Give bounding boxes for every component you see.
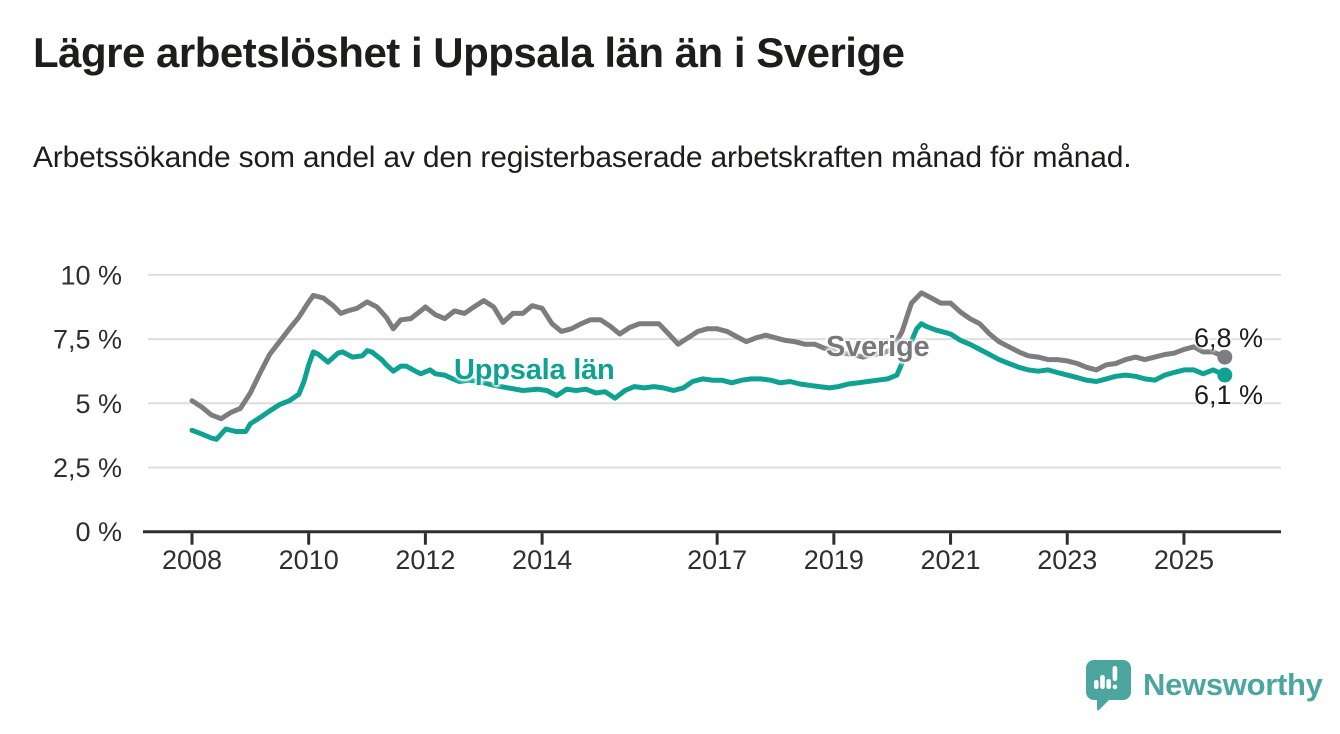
x-tick-label: 2023: [1037, 545, 1097, 575]
newsworthy-branding: Newsworthy: [1085, 659, 1323, 711]
x-tick-label: 2017: [687, 545, 747, 575]
x-tick-label: 2012: [395, 545, 455, 575]
end-value-label-sverige: 6,8 %: [1194, 323, 1264, 353]
axis-tick-labels: 0 % 2,5 % 5 % 7,5 % 10 % 2008 2010 2012 2014 2017…: [53, 260, 1214, 575]
x-tick-label: 2010: [279, 545, 339, 575]
series-label-uppsala: Uppsala län: [454, 354, 615, 386]
end-value-label-uppsala: 6,1 %: [1194, 380, 1264, 410]
end-dot-sverige: [1217, 349, 1233, 365]
exclamation-dot: [1112, 684, 1118, 690]
page-title: Lägre arbetslöshet i Uppsala län än i Sv…: [33, 29, 905, 76]
series-label-sverige: Sverige: [826, 331, 930, 363]
brand-name: Newsworthy: [1143, 667, 1323, 702]
series-end-dots: [1217, 349, 1233, 383]
speech-bubble-bar-chart-icon: [1086, 660, 1131, 711]
x-tick-label: 2025: [1154, 545, 1214, 575]
end-dot-uppsala-l-n: [1217, 367, 1233, 383]
x-tick-label: 2019: [804, 545, 864, 575]
series-lines: [189, 290, 1228, 442]
page-subtitle: Arbetssökande som andel av den registerb…: [33, 141, 1132, 174]
x-axis: [143, 530, 1281, 545]
y-tick-label: 10 %: [60, 260, 122, 290]
bar-chart-glyph: [1094, 666, 1118, 690]
y-tick-label: 0 %: [75, 517, 122, 547]
x-tick-label: 2008: [162, 545, 222, 575]
exclamation-bar: [1112, 666, 1118, 681]
series-line-uppsala-l-n: [189, 321, 1228, 442]
y-tick-label: 2,5 %: [53, 453, 122, 483]
x-tick-label: 2014: [512, 545, 572, 575]
series-line-sverige: [189, 290, 1228, 422]
y-tick-label: 7,5 %: [53, 325, 122, 355]
gridlines: [148, 273, 1281, 469]
x-tick-label: 2021: [921, 545, 981, 575]
y-tick-label: 5 %: [75, 389, 122, 419]
